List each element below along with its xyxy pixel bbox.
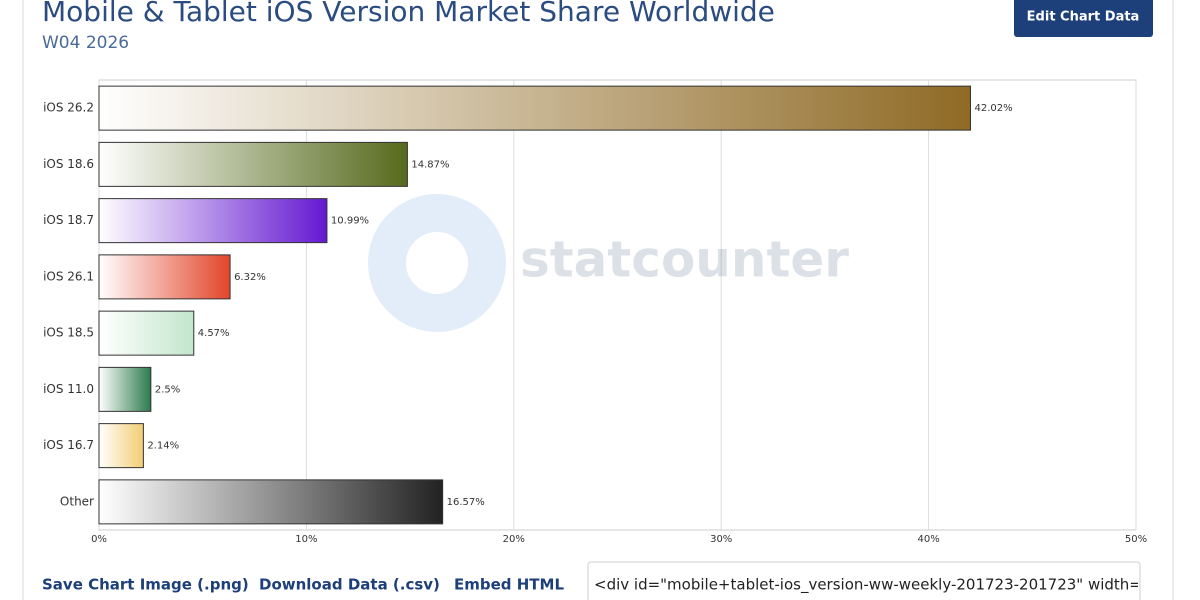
- bar: [98, 310, 195, 356]
- value-label: 10.99%: [331, 216, 369, 227]
- x-tick-label: 50%: [1125, 534, 1147, 545]
- y-tick-label: iOS 18.6: [43, 157, 94, 171]
- watermark: statcounter: [368, 194, 849, 332]
- bar: [98, 85, 971, 131]
- value-label: 2.14%: [147, 441, 179, 452]
- bar: [98, 479, 444, 525]
- bar: [98, 141, 408, 187]
- embed-code[interactable]: <div id="mobile+tablet-ios_version-ww-we…: [594, 576, 1158, 595]
- y-tick-label: iOS 26.2: [43, 101, 94, 115]
- value-label: 42.02%: [974, 103, 1012, 114]
- y-tick-label: iOS 18.7: [43, 213, 94, 227]
- bar: [98, 366, 152, 412]
- y-tick-label: iOS 11.0: [43, 382, 94, 396]
- value-label: 2.5%: [155, 384, 180, 395]
- y-tick-label: iOS 26.1: [43, 269, 94, 283]
- embed-box[interactable]: [587, 561, 1141, 600]
- y-tick-label: iOS 16.7: [43, 438, 94, 452]
- y-tick-label: iOS 18.5: [43, 326, 94, 340]
- x-tick-label: 20%: [503, 534, 525, 545]
- watermark-text: statcounter: [520, 231, 849, 289]
- bar: [98, 254, 231, 300]
- edit-button-label[interactable]: Edit Chart Data: [1027, 10, 1140, 25]
- link[interactable]: Embed HTML: [454, 576, 564, 594]
- plot: 0% 10% 20% 30% 40% 50% iOS 26.2 42.02% iOS 18.6 1…: [43, 79, 1147, 545]
- value-label: 4.57%: [198, 328, 230, 339]
- chart-subtitle: W04 2026: [42, 33, 129, 53]
- edit-button[interactable]: [1014, 0, 1153, 37]
- x-tick-label: 10%: [295, 534, 317, 545]
- bar: [98, 198, 328, 244]
- value-label: 6.32%: [234, 272, 266, 283]
- chart-title: Mobile & Tablet iOS Version Market Share…: [42, 0, 775, 28]
- value-label: 14.87%: [411, 159, 449, 170]
- x-tick-label: 40%: [917, 534, 939, 545]
- value-label: 16.57%: [447, 497, 485, 508]
- link[interactable]: Download Data (.csv): [259, 576, 440, 594]
- x-tick-label: 0%: [91, 534, 107, 545]
- link[interactable]: Save Chart Image (.png): [42, 576, 249, 594]
- x-tick-label: 30%: [710, 534, 732, 545]
- y-tick-label: Other: [60, 494, 94, 508]
- bar: [98, 423, 144, 469]
